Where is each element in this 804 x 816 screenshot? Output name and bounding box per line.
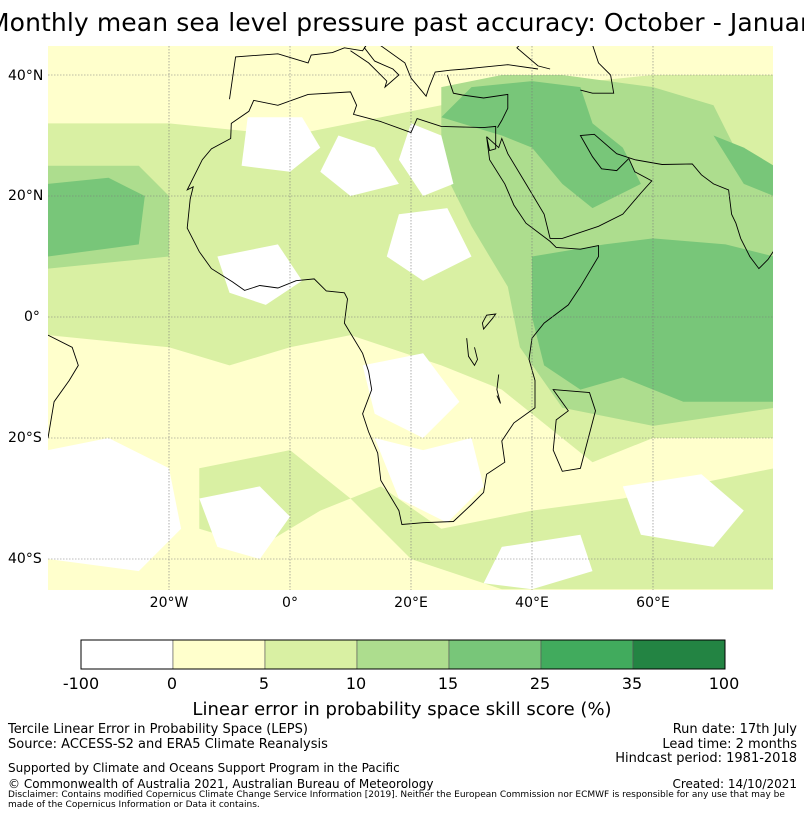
skill-region: [48, 438, 182, 572]
caspian-coastline: [580, 46, 615, 94]
skill-region: [217, 244, 303, 305]
colorbar-swatch: [632, 639, 726, 670]
colorbar-swatch: [172, 639, 266, 670]
lat-tick-equator: 0°: [24, 309, 40, 325]
colorbar-swatch: [356, 639, 450, 670]
lake-victoria: [481, 313, 497, 331]
skill-region: [713, 135, 773, 196]
data-source: Source: ACCESS-S2 and ERA5 Climate Reana…: [8, 737, 328, 752]
colorbar-label: 10: [345, 674, 367, 693]
lon-tick-40e: 40°E: [515, 595, 549, 611]
blacksea-coastline: [516, 46, 551, 70]
disclaimer: Disclaimer: Contains modified Copernicus…: [8, 790, 785, 810]
skill-region: [241, 117, 321, 172]
colorbar-swatch: [540, 639, 634, 670]
skill-region: [398, 123, 454, 196]
south-america-coastline: [48, 334, 79, 439]
colorbar-label: 0: [166, 674, 178, 693]
skill-region: [532, 238, 773, 402]
levant-coastline: [446, 74, 509, 128]
lat-tick-40n: 40°N: [8, 68, 44, 84]
lon-tick-60e: 60°E: [636, 595, 670, 611]
madagascar-coastline: [552, 389, 596, 472]
lat-tick-40s: 40°S: [8, 551, 42, 567]
colorbar-label: -100: [62, 674, 100, 693]
lon-tick-20e: 20°E: [394, 595, 428, 611]
lead-time: Lead time: 2 months: [662, 737, 797, 752]
support-note: Supported by Climate and Oceans Support …: [8, 761, 400, 775]
run-date: Run date: 17th July: [672, 722, 797, 737]
skill-region: [320, 135, 399, 196]
hindcast-period: Hindcast period: 1981-2018: [615, 751, 797, 766]
product-description: Tercile Linear Error in Probability Spac…: [8, 722, 308, 737]
lake-tanganyika: [466, 338, 478, 367]
colorbar-swatch: [264, 639, 358, 670]
map-title: Monthly mean sea level pressure past acc…: [0, 8, 804, 37]
lat-tick-20n: 20°N: [8, 188, 44, 204]
europe-coastline: [350, 46, 539, 98]
africa-coastline: [186, 91, 599, 525]
skill-region: [374, 438, 484, 523]
colorbar-label: 100: [708, 674, 740, 693]
skill-region: [441, 81, 641, 209]
colorbar-title: Linear error in probability space skill …: [192, 699, 612, 720]
lon-tick-20w: 20°W: [149, 595, 189, 611]
colorbar-label: 35: [621, 674, 643, 693]
skill-region: [362, 353, 460, 438]
colorbar-swatch: [80, 639, 174, 670]
arabia-coastline: [486, 133, 773, 270]
skill-region: [199, 486, 290, 559]
colorbar-label: 15: [437, 674, 459, 693]
europe-coastline: [229, 46, 367, 100]
colorbar: [80, 639, 726, 670]
lake-malawi: [496, 374, 501, 404]
copyright: © Commonwealth of Australia 2021, Austra…: [8, 777, 434, 791]
colorbar-label: 5: [258, 674, 270, 693]
skill-score-map: [48, 46, 773, 590]
lat-tick-20s: 20°S: [8, 430, 42, 446]
colorbar-swatch: [448, 639, 542, 670]
skill-region: [48, 177, 145, 257]
skill-field: [48, 46, 773, 590]
skill-region: [483, 534, 593, 590]
lon-tick-0: 0°: [282, 595, 298, 611]
skill-region: [386, 208, 472, 281]
colorbar-border: [80, 639, 726, 670]
skill-region: [622, 474, 744, 547]
colorbar-label: 25: [529, 674, 551, 693]
created-date: Created: 14/10/2021: [672, 777, 797, 791]
skill-region: [199, 450, 773, 590]
